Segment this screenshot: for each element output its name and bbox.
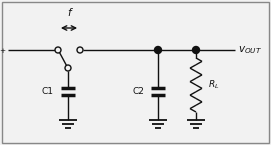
Circle shape [55,47,61,53]
Text: $R_L$: $R_L$ [208,79,220,91]
Circle shape [65,65,71,71]
Circle shape [154,47,162,54]
Text: $\it{v}_{OUT}$: $\it{v}_{OUT}$ [238,44,262,56]
Circle shape [77,47,83,53]
Circle shape [192,47,199,54]
Text: f: f [67,8,71,18]
Text: C1: C1 [42,87,54,96]
Text: C2: C2 [132,87,144,96]
Text: $\it{v}_+$: $\it{v}_+$ [0,44,7,56]
